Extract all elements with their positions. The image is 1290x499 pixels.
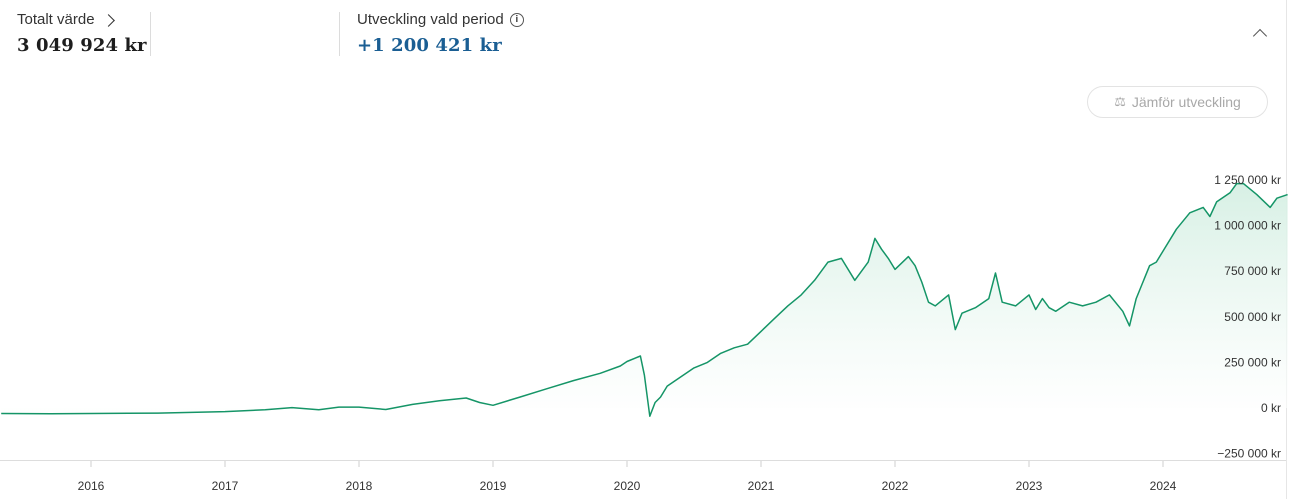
total-value-stat[interactable]: Totalt värde 3 049 924 kr: [17, 11, 147, 56]
y-tick-label: 500 000 kr: [1224, 310, 1281, 324]
y-tick-label: 1 000 000 kr: [1214, 219, 1281, 233]
development-label-row: Utveckling vald period i: [357, 11, 524, 29]
development-amount: +1 200 421 kr: [357, 35, 502, 56]
x-tick-label: 2024: [1150, 479, 1177, 493]
y-tick-label: 750 000 kr: [1224, 264, 1281, 278]
compare-development-label: Jämför utveckling: [1131, 94, 1241, 110]
total-value-label-row[interactable]: Totalt värde: [17, 11, 147, 29]
summary-bar: Totalt värde 3 049 924 kr Utveckling val…: [0, 0, 1290, 60]
divider: [150, 12, 151, 56]
compare-development-button[interactable]: ⚖ Jämför utveckling: [1087, 86, 1268, 118]
scale-icon: ⚖: [1114, 94, 1126, 110]
y-tick-label: −250 000 kr: [1217, 447, 1281, 461]
y-tick-label: 250 000 kr: [1224, 355, 1281, 369]
info-icon[interactable]: i: [509, 13, 524, 27]
x-tick-label: 2022: [882, 479, 909, 493]
divider: [339, 12, 340, 56]
x-tick-label: 2016: [78, 479, 105, 493]
x-tick-label: 2019: [480, 479, 507, 493]
x-tick-label: 2020: [614, 479, 641, 493]
chart-series-line[interactable]: [1, 182, 1288, 417]
x-tick-label: 2018: [346, 479, 373, 493]
y-tick-label: 1 250 000 kr: [1214, 173, 1281, 187]
total-value-label: Totalt värde: [17, 11, 95, 28]
development-label: Utveckling vald period: [357, 11, 504, 28]
x-tick-label: 2017: [212, 479, 239, 493]
x-tick-label: 2021: [748, 479, 775, 493]
development-stat: Utveckling vald period i +1 200 421 kr: [357, 11, 524, 56]
chart-area-fill: [1, 183, 1288, 417]
x-tick-label: 2023: [1016, 479, 1043, 493]
total-value-amount: 3 049 924 kr: [17, 35, 147, 56]
y-tick-label: 0 kr: [1261, 401, 1281, 415]
